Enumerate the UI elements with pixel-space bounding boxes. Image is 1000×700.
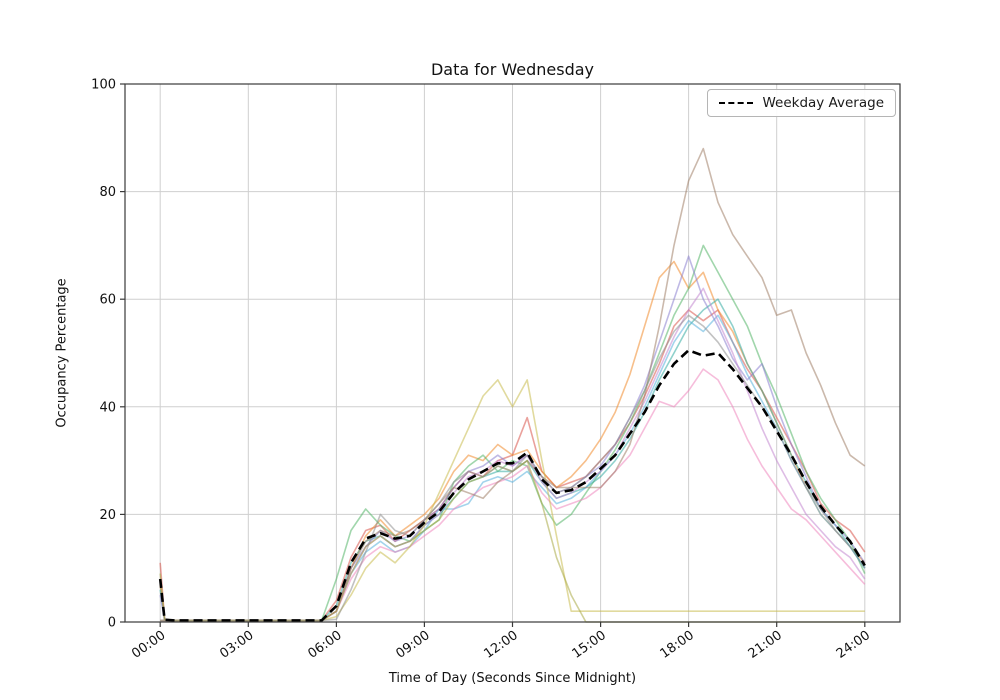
y-tick-label: 0 xyxy=(108,616,116,631)
legend: Weekday Average xyxy=(707,89,896,117)
x-tick-label: 12:00 xyxy=(481,628,520,662)
x-tick-label: 06:00 xyxy=(305,628,344,662)
y-tick-label: 100 xyxy=(91,78,116,93)
y-tick-label: 40 xyxy=(99,400,116,415)
chart-title: Data for Wednesday xyxy=(430,60,594,79)
average-line xyxy=(158,348,866,622)
x-tick-label: 00:00 xyxy=(129,628,168,662)
y-tick-label: 60 xyxy=(99,293,116,308)
x-tick-label: 21:00 xyxy=(746,628,785,662)
x-tick-label: 09:00 xyxy=(393,628,432,662)
y-tick-label: 80 xyxy=(99,185,116,200)
x-tick-label: 24:00 xyxy=(834,628,873,662)
x-tick-label: 18:00 xyxy=(658,628,697,662)
legend-label: Weekday Average xyxy=(762,95,884,111)
y-tick-label: 20 xyxy=(99,508,116,523)
x-tick-label: 15:00 xyxy=(570,628,609,662)
x-tick-label: 03:00 xyxy=(217,628,256,662)
dashed-line-legend-icon xyxy=(719,102,754,104)
x-axis-label: Time of Day (Seconds Since Midnight) xyxy=(388,671,637,686)
